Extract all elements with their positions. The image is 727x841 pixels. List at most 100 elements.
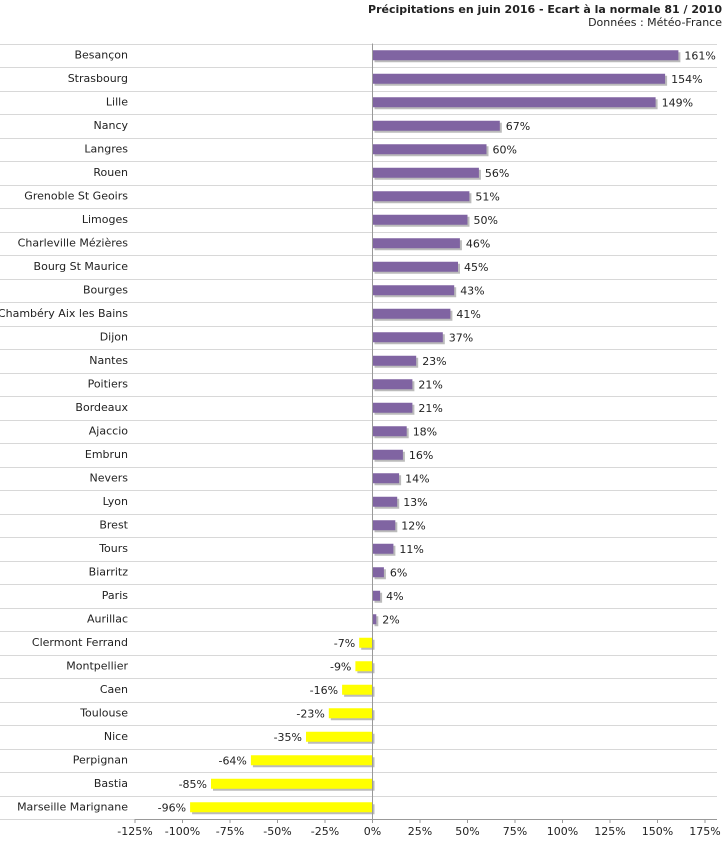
bar xyxy=(372,167,479,178)
x-tick-label: 75% xyxy=(503,825,527,838)
value-label: 6% xyxy=(390,566,407,579)
value-label: 16% xyxy=(409,449,433,462)
bar xyxy=(372,543,394,554)
y-tick-label: Bourg St Maurice xyxy=(34,260,129,273)
y-tick-label: Nevers xyxy=(89,471,128,484)
bar xyxy=(372,496,398,507)
value-label: 51% xyxy=(475,190,499,203)
x-tick-label: 100% xyxy=(547,825,578,838)
x-tick-label: 0% xyxy=(364,825,381,838)
bar xyxy=(372,285,455,296)
bar xyxy=(372,590,381,601)
bar xyxy=(190,802,373,813)
y-tick-label: Rouen xyxy=(93,166,128,179)
y-tick-label: Nancy xyxy=(94,119,129,132)
bar xyxy=(372,238,460,249)
bar xyxy=(372,473,400,484)
bar xyxy=(372,426,407,437)
value-label: 50% xyxy=(474,214,498,227)
y-tick-label: Poitiers xyxy=(88,377,129,390)
bar xyxy=(372,73,666,84)
y-tick-label: Ajaccio xyxy=(89,424,128,437)
y-tick-label: Charleville Mézières xyxy=(18,236,129,249)
bar xyxy=(372,120,500,131)
value-label: 60% xyxy=(493,143,517,156)
bar xyxy=(250,755,373,766)
value-label: 23% xyxy=(422,355,446,368)
value-label: 43% xyxy=(460,284,484,297)
y-tick-label: Langres xyxy=(84,142,128,155)
x-tick-label: 125% xyxy=(594,825,625,838)
y-tick-label: Embrun xyxy=(85,448,128,461)
x-tick-label: -100% xyxy=(165,825,200,838)
y-tick-label: Grenoble St Geoirs xyxy=(24,189,128,202)
bar xyxy=(211,778,373,789)
value-label: 67% xyxy=(506,120,530,133)
chart-title: Précipitations en juin 2016 - Ecart à la… xyxy=(368,3,722,16)
y-tick-label: Marseille Marignane xyxy=(17,800,128,813)
bar xyxy=(372,332,443,343)
x-tick-label: -50% xyxy=(263,825,291,838)
y-tick-label: Dijon xyxy=(100,330,128,343)
y-tick-label: Strasbourg xyxy=(68,72,128,85)
value-label: 11% xyxy=(399,543,423,556)
y-tick-label: Nice xyxy=(104,730,128,743)
x-tick-label: 25% xyxy=(408,825,432,838)
y-tick-label: Brest xyxy=(99,518,128,531)
bar xyxy=(372,191,470,202)
y-tick-label: Caen xyxy=(100,683,128,696)
bar xyxy=(372,144,487,155)
y-tick-label: Clermont Ferrand xyxy=(32,636,128,649)
y-tick-label: Biarritz xyxy=(89,565,129,578)
bar xyxy=(372,402,413,413)
value-label: -16% xyxy=(310,684,338,697)
y-tick-label: Limoges xyxy=(82,213,128,226)
value-label: -9% xyxy=(330,660,351,673)
value-label: 4% xyxy=(386,590,403,603)
bar xyxy=(359,637,373,648)
bar xyxy=(372,567,384,578)
y-tick-label: Besançon xyxy=(74,48,128,61)
bar xyxy=(372,355,417,366)
value-label: 13% xyxy=(403,496,427,509)
y-tick-label: Lille xyxy=(106,95,128,108)
bar xyxy=(372,379,413,390)
value-label: 18% xyxy=(413,425,437,438)
y-tick-label: Toulouse xyxy=(79,706,128,719)
y-tick-label: Paris xyxy=(102,589,128,602)
bar xyxy=(372,261,458,272)
value-label: 37% xyxy=(449,331,473,344)
y-tick-label: Perpignan xyxy=(73,753,128,766)
value-label: -7% xyxy=(334,637,355,650)
bar xyxy=(372,50,679,61)
x-tick-label: -125% xyxy=(117,825,152,838)
bar xyxy=(342,684,373,695)
x-tick-label: 175% xyxy=(689,825,720,838)
y-tick-label: Chambéry Aix les Bains xyxy=(0,307,128,320)
x-tick-label: 150% xyxy=(642,825,673,838)
x-tick-label: -75% xyxy=(216,825,244,838)
value-label: -96% xyxy=(158,801,186,814)
x-tick-label: -25% xyxy=(311,825,339,838)
bar-shadow xyxy=(374,616,379,627)
y-tick-label: Lyon xyxy=(103,495,128,508)
value-label: 41% xyxy=(456,308,480,321)
y-tick-label: Tours xyxy=(98,542,128,555)
value-label: 21% xyxy=(418,378,442,391)
value-label: 2% xyxy=(382,613,399,626)
value-label: 56% xyxy=(485,167,509,180)
bar xyxy=(355,661,373,672)
bar xyxy=(372,214,468,225)
y-tick-label: Bastia xyxy=(94,777,128,790)
value-label: -85% xyxy=(179,778,207,791)
value-label: 21% xyxy=(418,402,442,415)
bar xyxy=(372,308,451,319)
value-label: 46% xyxy=(466,237,490,250)
bar xyxy=(372,97,656,108)
chart-subtitle: Données : Météo-France xyxy=(588,16,722,29)
bar xyxy=(372,520,396,531)
value-label: 45% xyxy=(464,261,488,274)
value-label: 14% xyxy=(405,472,429,485)
y-tick-label: Bordeaux xyxy=(75,401,128,414)
